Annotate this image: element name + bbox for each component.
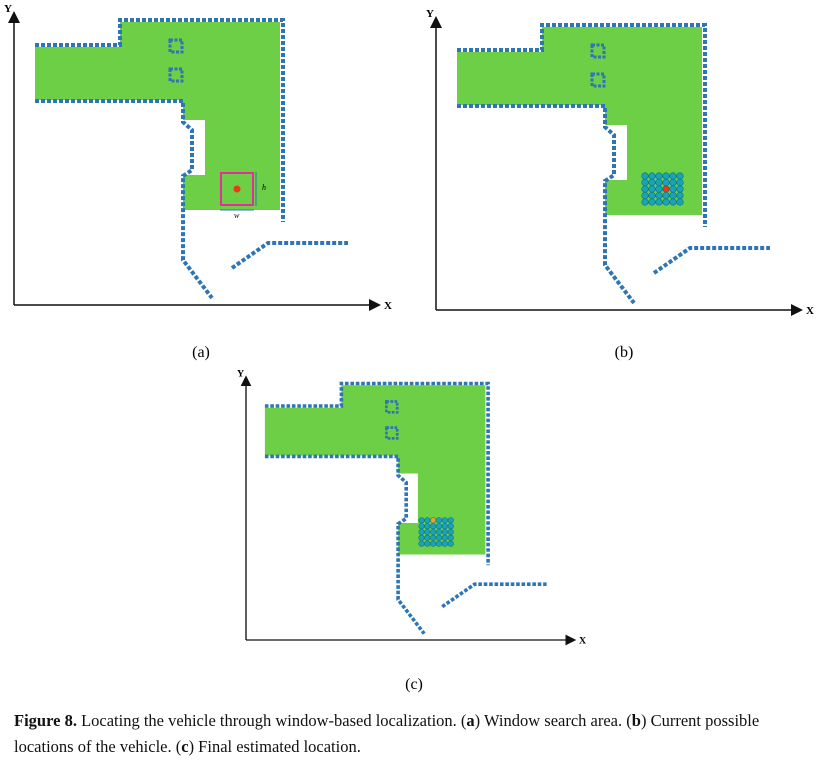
candidate-location bbox=[648, 198, 656, 206]
candidate-location bbox=[676, 178, 684, 187]
panel-a: h w Y X bbox=[4, 3, 392, 312]
candidate-location bbox=[676, 198, 684, 206]
candidate-location bbox=[418, 517, 425, 524]
candidate-location bbox=[447, 540, 454, 547]
y-axis-label: Y bbox=[426, 8, 434, 20]
y-axis-label: Y bbox=[237, 368, 244, 379]
candidate-location bbox=[648, 178, 656, 187]
candidate-location bbox=[424, 534, 431, 541]
candidate-location bbox=[447, 528, 454, 536]
candidate-location bbox=[418, 534, 425, 541]
candidate-location bbox=[669, 191, 677, 200]
figure-panels: h w Y X (a) Y X (b) Y X (c) bbox=[4, 3, 814, 693]
x-axis-label: X bbox=[384, 300, 392, 312]
candidate-location bbox=[662, 198, 670, 206]
candidate-location bbox=[418, 528, 425, 536]
candidate-location bbox=[447, 517, 454, 524]
candidate-location bbox=[435, 517, 443, 524]
panel-c: Y X bbox=[237, 368, 587, 646]
candidate-location bbox=[430, 523, 437, 530]
candidate-location bbox=[669, 185, 677, 193]
candidate-location bbox=[655, 198, 663, 206]
candidate-location bbox=[418, 523, 425, 530]
candidate-location bbox=[648, 185, 656, 193]
candidate-location bbox=[435, 534, 443, 541]
candidate-location bbox=[447, 534, 454, 541]
caption-segment: c bbox=[181, 737, 189, 756]
caption-segment: a bbox=[466, 711, 475, 730]
candidate-location bbox=[435, 540, 443, 547]
window-width-label: w bbox=[234, 211, 240, 220]
caption-segment: ) Current possible locations of the vehi… bbox=[14, 711, 764, 756]
caption-segment: Figure 8. bbox=[14, 711, 77, 730]
candidate-location bbox=[435, 523, 443, 530]
subcaption: (a) bbox=[192, 344, 210, 361]
candidate-location bbox=[641, 191, 649, 200]
candidate-location bbox=[435, 528, 443, 536]
candidate-location bbox=[669, 198, 677, 206]
candidate-location bbox=[424, 517, 431, 524]
x-axis-label: X bbox=[806, 305, 814, 317]
candidate-location bbox=[641, 172, 649, 180]
candidate-location bbox=[430, 534, 437, 541]
candidate-location bbox=[662, 191, 670, 200]
candidate-location bbox=[641, 198, 649, 206]
candidate-location bbox=[430, 517, 437, 524]
candidate-location bbox=[669, 178, 677, 187]
caption-segment: Locating the vehicle through window-base… bbox=[76, 711, 467, 730]
candidate-location bbox=[430, 540, 437, 547]
candidate-location bbox=[418, 540, 425, 547]
candidate-location bbox=[441, 523, 448, 530]
caption-segment: ) Final estimated location. bbox=[188, 737, 361, 756]
candidate-location bbox=[441, 517, 448, 524]
window-height-label: h bbox=[262, 183, 266, 192]
caption-segment: b bbox=[631, 711, 641, 730]
candidate-location bbox=[662, 178, 670, 187]
candidate-location bbox=[641, 185, 649, 193]
y-axis-label: Y bbox=[4, 3, 12, 15]
candidate-location bbox=[441, 534, 448, 541]
candidate-location bbox=[447, 523, 454, 530]
candidate-location bbox=[641, 178, 649, 187]
candidate-location bbox=[648, 191, 656, 200]
candidate-location bbox=[424, 523, 431, 530]
candidate-location bbox=[655, 185, 663, 193]
panel-b: Y X bbox=[426, 8, 814, 317]
candidate-location bbox=[676, 185, 684, 193]
caption-segment: ) Window search area. ( bbox=[474, 711, 632, 730]
candidate-location bbox=[648, 172, 656, 180]
subcaption: (b) bbox=[615, 344, 634, 361]
candidate-location bbox=[655, 172, 663, 180]
candidate-location bbox=[669, 172, 677, 180]
candidate-location bbox=[424, 540, 431, 547]
subcaption: (c) bbox=[405, 676, 423, 693]
figure-caption: Figure 8. Locating the vehicle through w… bbox=[14, 708, 814, 760]
candidate-location bbox=[676, 191, 684, 200]
candidate-location bbox=[662, 172, 670, 180]
candidate-location bbox=[441, 528, 448, 536]
candidate-location bbox=[676, 172, 684, 180]
candidate-location bbox=[662, 185, 670, 193]
candidate-location bbox=[430, 528, 437, 536]
x-axis-label: X bbox=[579, 636, 587, 647]
candidate-location bbox=[424, 528, 431, 536]
candidate-location bbox=[441, 540, 448, 547]
candidate-location bbox=[655, 178, 663, 187]
candidate-location bbox=[655, 191, 663, 200]
